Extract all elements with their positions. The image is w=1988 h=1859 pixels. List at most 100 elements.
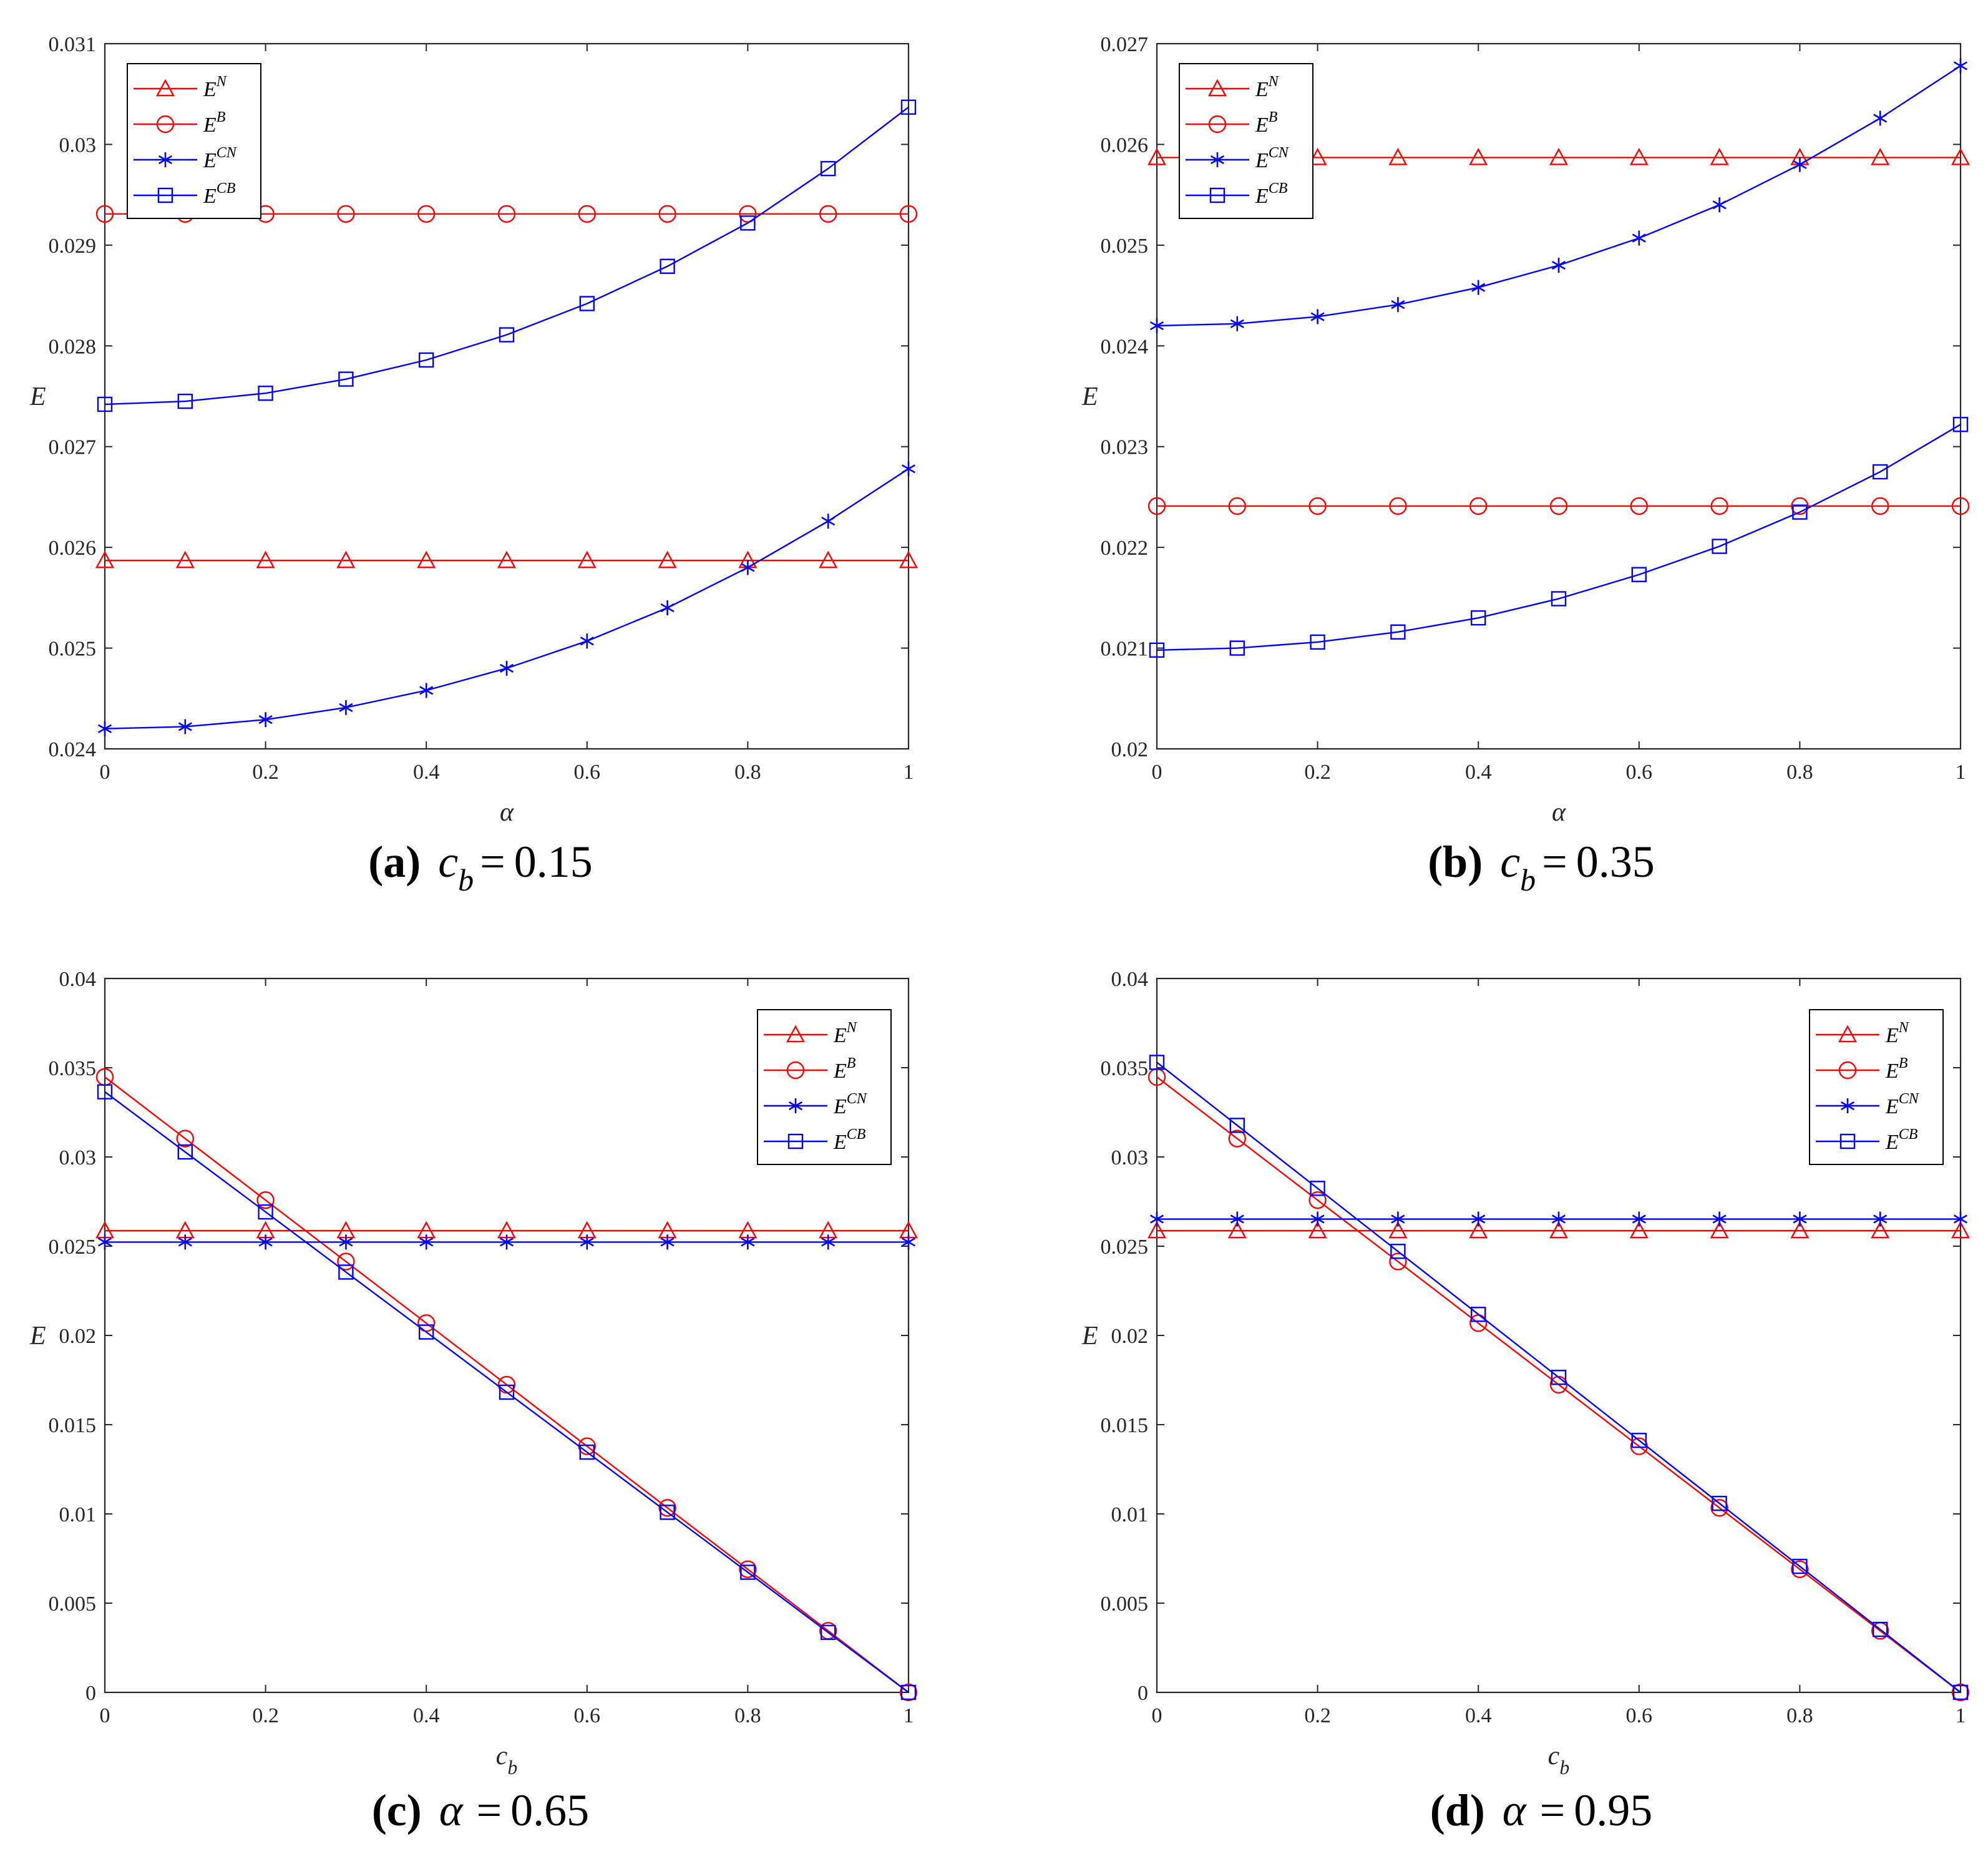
data-point-square bbox=[419, 352, 434, 368]
data-point-circle bbox=[1791, 1560, 1809, 1578]
y-axis-label: E bbox=[29, 1322, 46, 1350]
legend-label: EN bbox=[1255, 74, 1280, 101]
data-point-star bbox=[580, 633, 594, 649]
legend-marker-square bbox=[787, 1133, 804, 1149]
y-tick-label: 0.025 bbox=[49, 1236, 97, 1259]
data-point-square bbox=[1792, 1558, 1808, 1574]
data-point-star bbox=[1793, 157, 1807, 172]
panel-c: 0 0.2 0.4 0.6 0.8 1 0 0.005 0.01 0.015 0.02 0.025 0.… bbox=[29, 968, 918, 1835]
data-point-triangle bbox=[899, 550, 918, 568]
series-line bbox=[104, 106, 909, 406]
data-point-square bbox=[419, 1324, 434, 1340]
legend-label-base: E bbox=[203, 78, 217, 101]
data-point-triangle bbox=[336, 550, 356, 568]
data-point-star bbox=[1471, 280, 1486, 295]
data-point-circle bbox=[899, 1683, 918, 1702]
data-point-circle bbox=[176, 1130, 194, 1148]
x-tick-label: 0.8 bbox=[734, 1704, 761, 1727]
legend-label-sup: N bbox=[1268, 74, 1280, 90]
data-point-triangle bbox=[1629, 147, 1649, 165]
legend-item: EB bbox=[764, 1055, 856, 1083]
data-point-square bbox=[1952, 417, 1969, 432]
series-ecb bbox=[1149, 417, 1969, 658]
legend-label: EB bbox=[203, 109, 226, 137]
x-axis-label: cb bbox=[1548, 1742, 1570, 1778]
data-point-star bbox=[1712, 197, 1727, 213]
data-point-circle bbox=[819, 205, 837, 223]
y-tick-label: 0.035 bbox=[49, 1057, 97, 1080]
data-point-triangle bbox=[1147, 1221, 1167, 1239]
data-point-circle bbox=[739, 205, 757, 223]
x-tick-label: 0.8 bbox=[734, 761, 761, 784]
legend-label-base: E bbox=[833, 1131, 847, 1154]
x-tick-label: 0.2 bbox=[1304, 761, 1331, 784]
series-eb bbox=[1147, 497, 1970, 515]
series-line bbox=[104, 1091, 909, 1693]
x-tick-label: 1 bbox=[904, 1704, 914, 1727]
legend-marker-star bbox=[1840, 1098, 1855, 1113]
data-point-square bbox=[1712, 1495, 1727, 1511]
legend-label-sup: B bbox=[1899, 1055, 1908, 1071]
caption-equals: = bbox=[1540, 1785, 1566, 1835]
legend-label-sup: CB bbox=[217, 180, 236, 197]
panel-caption: (d) α = 0.95 bbox=[1430, 1785, 1652, 1835]
legend-label: ECB bbox=[833, 1126, 866, 1154]
y-tick-label: 0.022 bbox=[1101, 537, 1149, 560]
data-point-square bbox=[900, 99, 917, 115]
caption-variable: c bbox=[1500, 837, 1520, 887]
legend-label-base: E bbox=[833, 1095, 847, 1118]
y-tick-label: 0.015 bbox=[1101, 1414, 1149, 1437]
data-point-square bbox=[1631, 1432, 1647, 1448]
series-ecn bbox=[1149, 1211, 1968, 1227]
legend-label: ECN bbox=[1255, 145, 1290, 172]
legend-label-sup: CB bbox=[1269, 180, 1288, 197]
series-ecb bbox=[97, 1084, 917, 1700]
x-axis-label: cb bbox=[496, 1742, 518, 1778]
data-point-star bbox=[258, 712, 273, 728]
x-tick-label: 0.6 bbox=[1626, 761, 1653, 784]
data-point-triangle bbox=[577, 550, 597, 568]
y-tick-label: 0.02 bbox=[1111, 1325, 1149, 1348]
data-point-square bbox=[740, 215, 756, 231]
y-axis-label: E bbox=[1081, 1322, 1098, 1350]
data-point-triangle bbox=[1469, 147, 1488, 165]
data-point-square bbox=[1792, 504, 1808, 520]
data-point-circle bbox=[337, 1252, 355, 1271]
panel-d: 0 0.2 0.4 0.6 0.8 1 0 0.005 0.01 0.015 0.02 0.025 0.… bbox=[1081, 968, 1971, 1835]
data-point-star bbox=[178, 1234, 192, 1250]
data-point-star bbox=[419, 683, 434, 698]
legend-label-base: E bbox=[1255, 78, 1269, 101]
x-tick-label: 0.4 bbox=[413, 761, 440, 784]
legend-marker-circle bbox=[1838, 1061, 1857, 1080]
data-point-star bbox=[821, 1234, 836, 1250]
data-point-triangle bbox=[1871, 1221, 1890, 1239]
x-tick-label: 0 bbox=[100, 761, 110, 784]
caption-variable: α bbox=[1503, 1785, 1527, 1835]
y-tick-label: 0.025 bbox=[1101, 1236, 1149, 1259]
data-point-square bbox=[1149, 642, 1165, 658]
data-point-triangle bbox=[1469, 1221, 1488, 1239]
caption-value: 0.65 bbox=[510, 1785, 589, 1835]
x-tick-label: 0.2 bbox=[252, 761, 279, 784]
data-point-star bbox=[901, 1234, 916, 1250]
legend-box bbox=[757, 1009, 892, 1165]
data-point-circle bbox=[1389, 497, 1407, 515]
y-tick-label: 0.027 bbox=[1101, 33, 1149, 56]
y-axis-label: E bbox=[1081, 383, 1098, 411]
data-point-star bbox=[1471, 1211, 1486, 1227]
data-point-square bbox=[1229, 640, 1245, 656]
data-point-square bbox=[1390, 1244, 1406, 1259]
y-tick-label: 0.01 bbox=[1111, 1503, 1149, 1526]
legend-marker-star bbox=[158, 152, 173, 167]
legend-label-sup: CB bbox=[847, 1126, 866, 1143]
data-point-circle bbox=[658, 205, 676, 223]
x-tick-label: 0 bbox=[100, 1704, 110, 1727]
series-ecb bbox=[1149, 1055, 1969, 1700]
data-point-triangle bbox=[175, 550, 195, 568]
series-en bbox=[1147, 1221, 1971, 1239]
y-tick-label: 0.015 bbox=[49, 1414, 97, 1437]
data-point-star bbox=[1310, 309, 1325, 324]
legend-marker-circle bbox=[786, 1061, 805, 1080]
